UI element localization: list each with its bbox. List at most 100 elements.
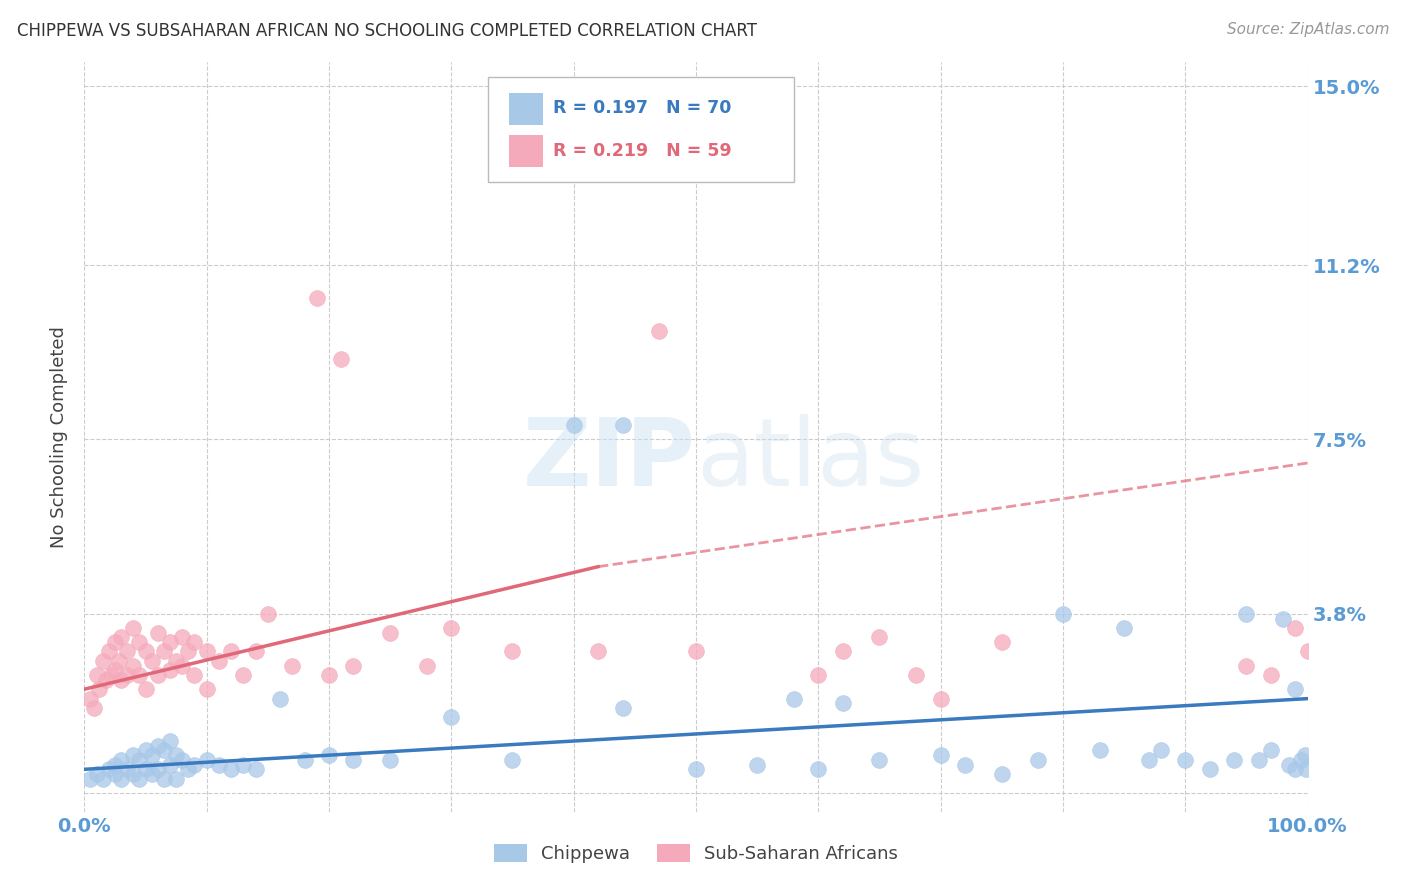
Y-axis label: No Schooling Completed: No Schooling Completed [51, 326, 69, 548]
Point [342, 753, 364, 767]
Point [79, 772, 101, 786]
Point [953, 757, 976, 772]
Point [183, 757, 205, 772]
Point [183, 635, 205, 649]
Point [245, 644, 267, 658]
Point [440, 710, 463, 724]
Point [110, 673, 132, 687]
Point [1291, 753, 1313, 767]
Point [586, 644, 609, 658]
Point [159, 635, 181, 649]
Point [159, 757, 181, 772]
Point [502, 753, 524, 767]
Legend: Chippewa, Sub-Saharan Africans: Chippewa, Sub-Saharan Africans [486, 837, 905, 870]
Point [1260, 743, 1282, 757]
Point [96, 673, 118, 687]
Point [1295, 762, 1317, 776]
Point [141, 767, 163, 781]
Point [245, 762, 267, 776]
Point [440, 621, 463, 635]
Point [1137, 753, 1160, 767]
Point [100, 668, 122, 682]
Point [1272, 611, 1295, 625]
Point [165, 772, 187, 786]
Point [97, 644, 120, 658]
Point [97, 762, 120, 776]
Point [232, 757, 254, 772]
Point [208, 757, 231, 772]
Point [128, 635, 150, 649]
Point [1052, 607, 1074, 621]
Point [342, 658, 364, 673]
Point [172, 658, 194, 673]
Point [929, 691, 952, 706]
Point [1114, 621, 1136, 635]
Point [416, 658, 439, 673]
Point [1223, 753, 1246, 767]
Point [1260, 668, 1282, 682]
Point [1088, 743, 1111, 757]
Point [107, 654, 129, 668]
Point [685, 644, 707, 658]
Point [87, 682, 110, 697]
Point [869, 753, 891, 767]
Point [141, 748, 163, 763]
Point [294, 753, 316, 767]
Point [146, 762, 169, 776]
Point [1174, 753, 1197, 767]
Point [612, 701, 634, 715]
Point [1278, 757, 1301, 772]
Point [219, 644, 242, 658]
Point [1284, 682, 1306, 697]
Point [135, 762, 157, 776]
Point [991, 767, 1014, 781]
Point [195, 644, 218, 658]
Point [115, 668, 138, 682]
Point [380, 753, 402, 767]
Point [141, 654, 163, 668]
Point [1296, 644, 1319, 658]
Point [1236, 607, 1258, 621]
Point [172, 753, 194, 767]
Point [869, 631, 891, 645]
Point [208, 654, 231, 668]
Point [281, 658, 304, 673]
Point [1150, 743, 1173, 757]
Point [1294, 748, 1316, 763]
Point [104, 664, 127, 678]
Point [122, 621, 145, 635]
Point [165, 748, 187, 763]
Point [318, 748, 340, 763]
Point [115, 762, 138, 776]
FancyBboxPatch shape [488, 78, 794, 182]
Point [807, 762, 830, 776]
Point [153, 743, 176, 757]
Point [562, 418, 585, 433]
Point [502, 644, 524, 658]
Point [128, 753, 150, 767]
Point [183, 668, 205, 682]
Point [831, 696, 853, 710]
Point [269, 691, 291, 706]
Point [79, 691, 101, 706]
Point [115, 644, 138, 658]
Point [172, 631, 194, 645]
Point [104, 757, 127, 772]
Point [91, 772, 114, 786]
Point [612, 418, 634, 433]
Point [305, 291, 328, 305]
Text: Source: ZipAtlas.com: Source: ZipAtlas.com [1226, 22, 1389, 37]
Point [831, 644, 853, 658]
Point [128, 772, 150, 786]
Point [318, 668, 340, 682]
Point [146, 625, 169, 640]
Point [104, 635, 127, 649]
Point [177, 762, 200, 776]
Text: CHIPPEWA VS SUBSAHARAN AFRICAN NO SCHOOLING COMPLETED CORRELATION CHART: CHIPPEWA VS SUBSAHARAN AFRICAN NO SCHOOL… [17, 22, 756, 40]
Point [783, 691, 806, 706]
Point [83, 701, 105, 715]
Point [905, 668, 928, 682]
Text: R = 0.197   N = 70: R = 0.197 N = 70 [553, 99, 731, 118]
Point [110, 753, 132, 767]
Point [807, 668, 830, 682]
